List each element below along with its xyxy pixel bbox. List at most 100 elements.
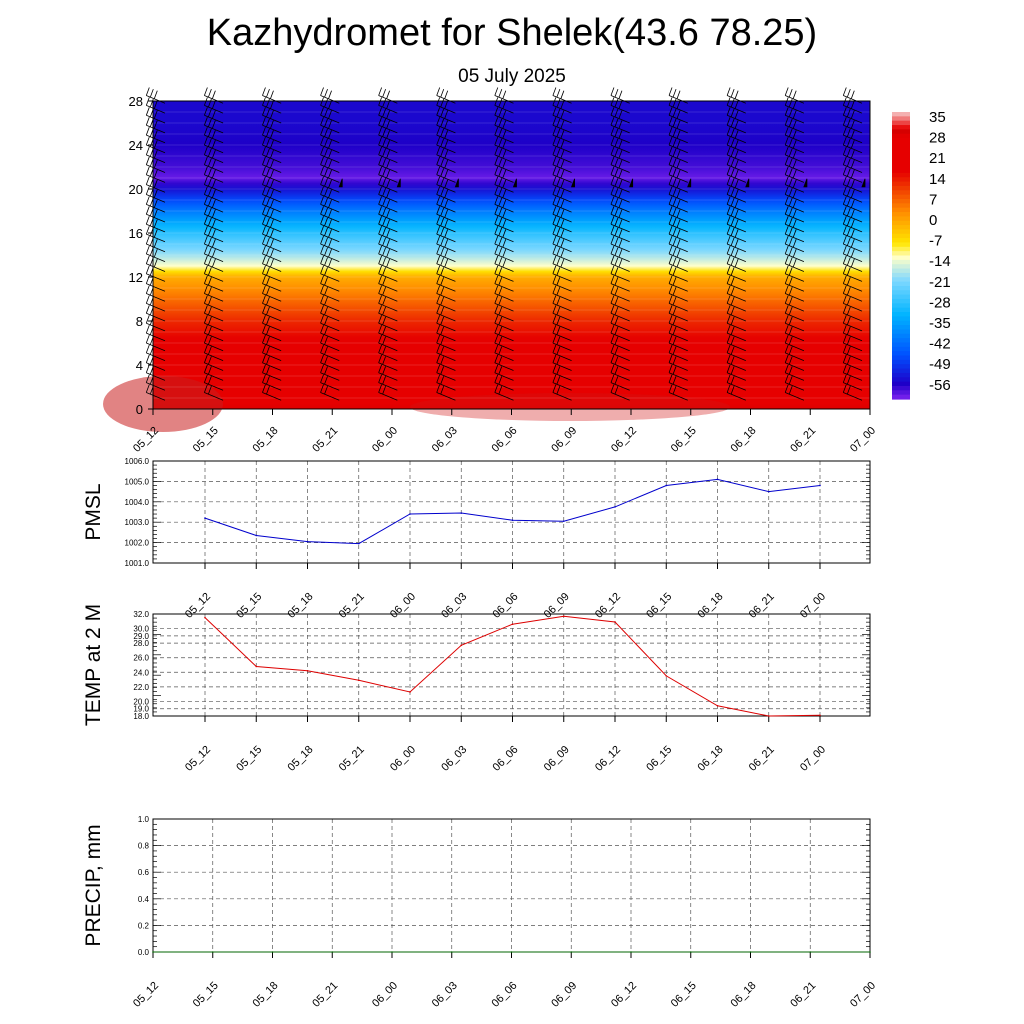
wind-barb-staff — [262, 312, 282, 322]
wind-barb-feather — [726, 225, 731, 235]
wind-barb-feather — [498, 88, 503, 98]
wind-barb-feather — [145, 235, 150, 245]
data-point — [767, 715, 770, 717]
wind-barb-feather — [320, 216, 324, 225]
wind-barb-staff — [378, 154, 398, 163]
wind-barb-feather — [212, 100, 216, 109]
wind-barb-feather — [212, 120, 216, 129]
wind-barb-staff — [726, 342, 746, 352]
wind-barb-feather — [788, 187, 793, 197]
wind-barb-feather — [440, 108, 445, 118]
wind-barb-feather — [556, 108, 561, 118]
wind-barb-staff — [494, 134, 514, 144]
colorbar-swatch — [892, 255, 910, 261]
wind-barb-feather — [502, 90, 507, 99]
colorbar-label: -49 — [929, 356, 951, 373]
wind-barb-feather — [502, 130, 507, 139]
wind-barb-feather — [436, 107, 441, 116]
wind-barb-feather — [324, 158, 328, 167]
wind-barb-staff — [552, 263, 572, 272]
wind-barb-staff — [552, 184, 572, 193]
wind-barb-feather — [726, 186, 731, 195]
wind-barb-feather — [208, 128, 212, 137]
wind-barb-feather — [784, 384, 789, 393]
wind-barb-staff — [668, 213, 688, 223]
wind-barb-feather — [328, 179, 332, 188]
wind-barb-feather — [494, 364, 499, 373]
wind-barb-feather — [850, 219, 855, 228]
x-tick-label: 06_18 — [696, 591, 726, 621]
wind-barb-feather — [386, 209, 391, 218]
wind-barb-staff — [204, 322, 224, 332]
wind-barb-feather — [320, 255, 324, 264]
wind-barb-feather — [266, 346, 270, 355]
wind-barb-staff — [204, 392, 224, 401]
wind-barb-staff — [552, 352, 572, 361]
wind-barb-staff — [378, 293, 398, 302]
wind-barb-staff — [785, 204, 805, 213]
wind-barb-feather — [266, 277, 270, 286]
wind-barb-feather — [153, 159, 158, 169]
wind-barb-feather — [204, 334, 208, 344]
wind-barb-staff — [843, 164, 863, 173]
wind-barb-feather — [668, 334, 673, 344]
wind-barb-feather — [730, 98, 735, 108]
wind-barb-feather — [204, 305, 208, 314]
x-tick-label: 05_21 — [310, 425, 340, 455]
wind-barb-staff — [494, 342, 514, 352]
wind-barb-feather — [788, 88, 793, 98]
wind-barb-feather — [324, 227, 328, 236]
wind-barb-staff — [785, 233, 805, 243]
wind-barb-feather — [618, 258, 623, 268]
wind-barb-staff — [726, 213, 746, 223]
wind-barb-feather — [498, 108, 503, 118]
wind-barb-feather — [560, 169, 565, 179]
wind-barb-feather — [270, 149, 274, 159]
wind-barb-pennant — [454, 178, 459, 188]
wind-barb-feather — [378, 285, 383, 294]
wind-barb-staff — [204, 95, 224, 104]
wind-barb-feather — [676, 209, 681, 218]
wind-barb-staff — [843, 194, 863, 203]
wind-barb-staff — [610, 213, 630, 223]
wind-barb-feather — [444, 169, 449, 179]
data-point — [819, 714, 821, 717]
wind-barb-staff — [320, 124, 340, 134]
wind-barb-feather — [320, 295, 324, 304]
wind-barb-feather — [266, 207, 270, 217]
wind-barb-feather — [440, 128, 445, 137]
wind-barb-feather — [734, 179, 739, 188]
wind-barb-feather — [382, 128, 387, 137]
wind-barb-feather — [734, 199, 739, 208]
colorbar-swatch — [892, 251, 910, 257]
wind-barb-feather — [436, 255, 441, 264]
wind-barb-staff — [843, 273, 863, 282]
wind-barb-feather — [788, 247, 793, 256]
wind-barb-feather — [498, 326, 503, 335]
y-axis-label: PMSL — [82, 483, 105, 540]
wind-barb-feather — [386, 239, 391, 248]
wind-barb-staff — [204, 283, 224, 292]
wind-barb-feather — [556, 267, 561, 276]
wind-barb-feather — [324, 346, 328, 355]
wind-barb-feather — [726, 196, 731, 205]
wind-barb-feather — [846, 138, 851, 147]
wind-barb-staff — [204, 263, 224, 272]
wind-barb-feather — [324, 366, 328, 375]
wind-barb-feather — [444, 258, 449, 268]
wind-barb-feather — [730, 385, 735, 395]
wind-barb-staff — [320, 144, 340, 154]
wind-barb-feather — [270, 239, 274, 248]
wind-barb-staff — [378, 362, 398, 371]
wind-barb-feather — [440, 98, 445, 108]
wind-barb-feather — [618, 248, 623, 258]
wind-barb-feather — [262, 216, 266, 225]
wind-barb-staff — [146, 392, 166, 401]
data-point — [306, 670, 309, 672]
wind-barb-staff — [552, 362, 572, 371]
wind-barb-staff — [320, 105, 340, 114]
wind-barb-feather — [440, 217, 445, 226]
wind-barb-feather — [850, 189, 855, 198]
wind-barb-feather — [552, 146, 557, 156]
